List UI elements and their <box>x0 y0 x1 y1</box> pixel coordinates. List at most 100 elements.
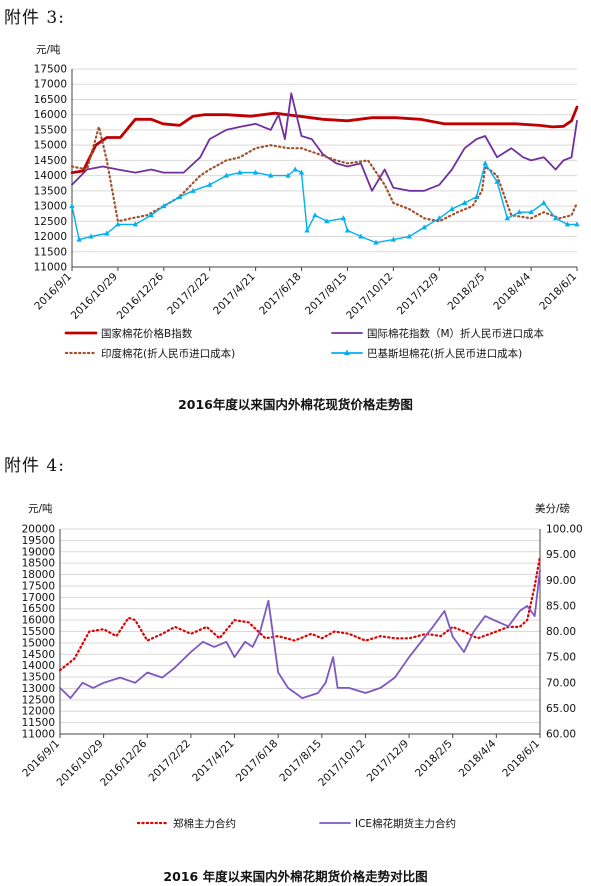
y2-tick-label: 65.00 <box>546 703 576 715</box>
y-tick-label: 16500 <box>34 94 67 106</box>
x-tick-label: 2016/9/1 <box>32 271 74 313</box>
y-axis-label: 元/吨 <box>36 43 61 56</box>
series-point-3 <box>76 236 82 242</box>
series-point-3 <box>449 206 455 212</box>
series-point-3 <box>344 227 351 233</box>
legend-item-0: 国家棉花价格B指数 <box>64 327 193 340</box>
y-tick-label: 15000 <box>22 637 55 649</box>
chart-spot-prices-title: 2016年度以来国内外棉花现货价格走势图 <box>178 397 413 412</box>
y2-tick-label: 100.00 <box>546 524 583 536</box>
series-point-3 <box>292 166 298 172</box>
series-point-3 <box>494 178 500 184</box>
y-tick-label: 17500 <box>34 64 67 76</box>
legend-marker <box>344 349 350 355</box>
series-line-2 <box>70 125 579 223</box>
series-point-3 <box>190 187 196 193</box>
y-tick-label: 19000 <box>22 546 55 558</box>
legend-label: ICE棉花期货主力合约 <box>355 817 456 830</box>
series-point-3 <box>267 172 274 178</box>
chart-spot-prices: 11000 11500 12000 12500 13000 13500 14000 14500… <box>32 43 580 360</box>
y-tick-label: 14500 <box>22 649 55 661</box>
y-tick-label: 11000 <box>22 729 55 741</box>
y-tick-label: 12500 <box>22 694 55 706</box>
x-tick-label: 2017/6/18 <box>257 271 304 318</box>
legend-item-1: 国际棉花指数（M）折人民币进口成本 <box>331 327 545 340</box>
series-point-3 <box>207 181 213 187</box>
y-tick-label: 14000 <box>22 660 55 672</box>
series-point-3 <box>552 215 559 221</box>
y-tick-label: 14500 <box>34 155 67 167</box>
series-point-3 <box>482 160 488 166</box>
y-tick-label: 15500 <box>22 626 55 638</box>
series-point-3 <box>223 172 230 178</box>
y-tick-label: 18500 <box>22 558 55 570</box>
series-point-3 <box>504 215 511 221</box>
series-point-3 <box>406 233 412 239</box>
y2-tick-label: 95.00 <box>546 549 576 561</box>
attachment-4-label: 附件 4: <box>4 456 65 476</box>
y2-axis-label: 美分/磅 <box>535 502 570 515</box>
x-tick-label: 2018/2/5 <box>413 738 455 780</box>
x-tick-label: 2017/12/9 <box>395 271 442 318</box>
legend-label: 国际棉花指数（M）折人民币进口成本 <box>367 327 545 340</box>
x-tick-label: 2017/8/15 <box>303 271 350 318</box>
series-point-3 <box>148 212 154 218</box>
y-tick-label: 12000 <box>22 706 55 718</box>
series-point-3 <box>358 233 364 239</box>
series-point-3 <box>115 221 121 227</box>
y-tick-label: 16000 <box>22 615 55 627</box>
x-tick-label: 2018/6/1 <box>500 738 542 780</box>
y-tick-label: 13000 <box>22 683 55 695</box>
y-tick-label: 15500 <box>34 124 67 136</box>
y-tick-label: 17000 <box>22 592 55 604</box>
legend-label: 国家棉花价格B指数 <box>101 327 193 340</box>
series-point-3 <box>285 172 291 178</box>
series-point-3 <box>88 233 94 239</box>
series-point-3 <box>421 224 427 230</box>
x-tick-label: 2016/12/26 <box>98 737 150 789</box>
series-point-3 <box>473 193 480 199</box>
y-tick-label: 17500 <box>22 580 55 592</box>
series-point-3 <box>176 193 183 199</box>
legend-label: 郑棉主力合约 <box>173 817 236 830</box>
chart-futures-prices: 1100011500120001250013000135001400014500… <box>20 502 583 830</box>
y-tick-label: 16000 <box>34 109 67 121</box>
x-tick-label: 2018/6/1 <box>537 271 579 313</box>
x-tick-label: 2017/8/15 <box>277 738 324 785</box>
legend-item-0: 郑棉主力合约 <box>136 817 236 830</box>
x-tick-label: 2017/2/22 <box>165 271 212 318</box>
series-point-3 <box>304 227 310 233</box>
x-tick-label: 2016/9/1 <box>20 738 62 780</box>
y-tick-label: 11500 <box>34 246 67 258</box>
series-point-3 <box>574 221 580 227</box>
y-tick-label: 13500 <box>34 185 67 197</box>
series-point-3 <box>298 169 305 175</box>
y-tick-label: 17000 <box>34 79 67 91</box>
y-tick-label: 15000 <box>34 140 67 152</box>
series-point-3 <box>161 203 167 209</box>
y-tick-label: 13000 <box>34 201 67 213</box>
legend-item-2: 印度棉花(折人民币进口成本) <box>64 347 235 360</box>
y-tick-label: 12000 <box>34 231 67 243</box>
x-tick-label: 2017/12/9 <box>365 738 412 785</box>
x-tick-label: 2018/4/4 <box>457 737 499 779</box>
series-point-3 <box>373 239 379 245</box>
x-tick-label: 2017/4/21 <box>190 738 237 785</box>
x-tick-label: 2016/12/26 <box>115 270 167 322</box>
y-tick-label: 12500 <box>34 216 67 228</box>
legend-item-3: 巴基斯坦棉花(折人民币进口成本) <box>331 347 522 360</box>
x-tick-label: 2017/10/12 <box>316 738 367 789</box>
series-line-0 <box>70 105 579 174</box>
y-tick-label: 11000 <box>34 262 67 274</box>
series-point-3 <box>237 169 243 175</box>
series-point-3 <box>104 230 110 236</box>
series-line-1 <box>71 92 578 192</box>
series-line-0 <box>58 555 542 672</box>
legend-item-1: ICE棉花期货主力合约 <box>319 817 456 830</box>
y2-tick-label: 80.00 <box>546 626 576 638</box>
y-tick-label: 20000 <box>22 524 55 536</box>
series-point-3 <box>528 209 534 215</box>
x-tick-label: 2018/2/5 <box>445 271 487 313</box>
x-tick-label: 2017/4/21 <box>211 271 258 318</box>
y-tick-label: 13500 <box>22 672 55 684</box>
